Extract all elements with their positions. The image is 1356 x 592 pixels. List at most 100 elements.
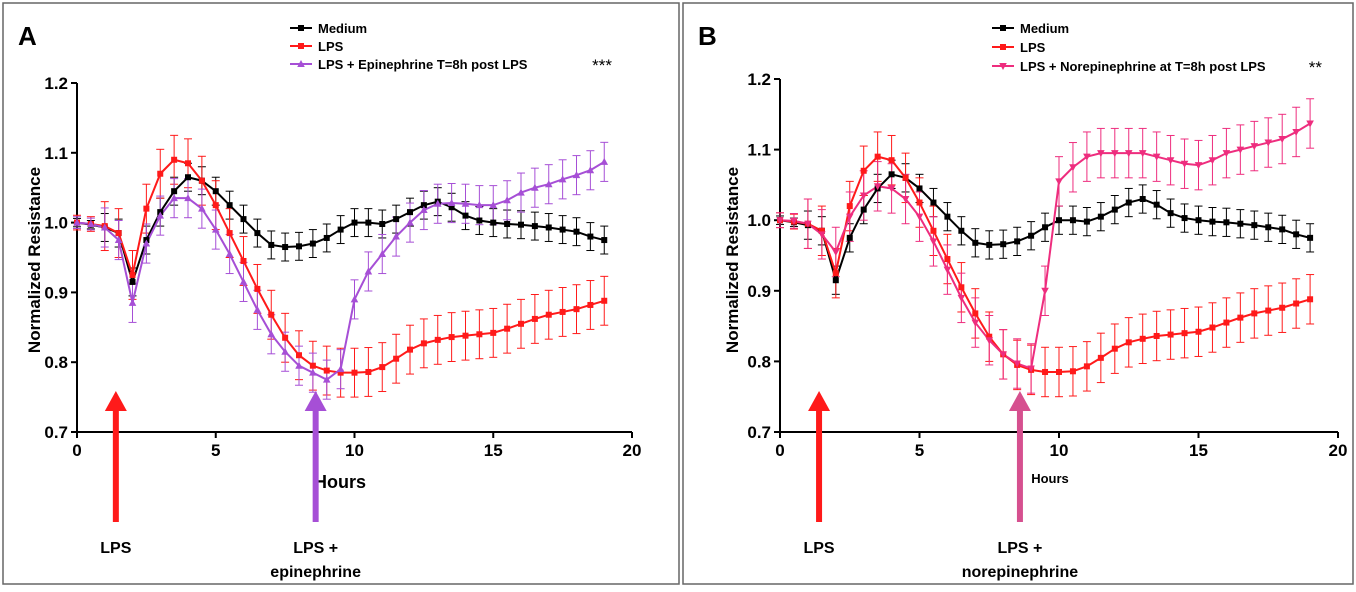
data-point — [930, 227, 937, 234]
y-tick-label: 1.1 — [747, 141, 771, 160]
y-tick-label: 1.0 — [44, 214, 68, 233]
data-point — [587, 301, 594, 308]
data-point — [365, 219, 372, 226]
series-lines — [779, 122, 1311, 373]
data-point — [184, 194, 192, 202]
data-point — [365, 368, 372, 375]
legend-label: LPS — [1020, 40, 1046, 55]
data-point — [462, 212, 469, 219]
data-point — [518, 221, 524, 228]
data-point — [212, 188, 219, 195]
annotation-arrow-shaft — [312, 407, 319, 522]
data-point — [1111, 150, 1119, 158]
data-point — [573, 228, 580, 235]
panel-letter: A — [18, 21, 37, 51]
data-point — [888, 157, 895, 164]
data-point — [475, 201, 484, 209]
data-point — [489, 201, 498, 209]
data-point — [1069, 368, 1076, 375]
data-point — [254, 230, 261, 237]
data-point — [901, 196, 910, 204]
data-point — [971, 319, 980, 327]
data-point — [406, 218, 414, 226]
annotation-arrow-head — [304, 391, 327, 411]
data-point — [586, 166, 595, 174]
data-point — [1293, 231, 1300, 238]
series-line — [76, 161, 605, 381]
data-point — [902, 174, 909, 181]
data-point — [1209, 218, 1216, 225]
data-point — [503, 196, 511, 204]
data-point — [490, 219, 497, 226]
legend-marker — [298, 25, 304, 31]
data-point — [282, 334, 289, 341]
data-point — [129, 278, 136, 285]
panel-b-border — [682, 2, 1354, 585]
data-point — [267, 330, 276, 338]
y-tick-label: 1.2 — [747, 70, 771, 89]
data-point — [1293, 300, 1300, 307]
data-point — [142, 239, 151, 247]
data-point — [253, 305, 262, 313]
legend-marker — [999, 63, 1007, 70]
data-point — [1222, 150, 1231, 158]
data-point — [504, 220, 511, 227]
data-point — [846, 234, 853, 241]
data-point — [1166, 157, 1175, 165]
data-point — [1153, 332, 1160, 339]
series-line — [779, 122, 1311, 370]
data-point — [958, 227, 965, 234]
data-point — [818, 227, 825, 234]
data-point — [476, 331, 483, 338]
data-point — [1125, 199, 1132, 206]
data-point — [1250, 143, 1259, 151]
data-point — [887, 185, 896, 193]
data-point — [1028, 232, 1035, 239]
data-point — [999, 351, 1007, 359]
data-point — [185, 174, 191, 181]
data-point — [573, 306, 580, 313]
data-point — [1208, 157, 1217, 165]
data-point — [1307, 234, 1314, 241]
data-point — [351, 369, 358, 376]
data-point — [601, 297, 608, 304]
data-point — [1027, 365, 1035, 373]
data-point — [239, 277, 248, 285]
data-point — [986, 241, 993, 248]
data-point — [392, 232, 400, 240]
panel-b: B Normalized Resistance Hours 0.7 0.8 0.9 1… — [682, 2, 1354, 585]
data-point — [87, 219, 95, 227]
data-point — [1279, 304, 1286, 311]
data-point — [128, 298, 137, 306]
data-point — [1251, 222, 1258, 229]
data-point — [1278, 136, 1286, 144]
data-point — [929, 238, 938, 246]
data-point — [254, 285, 261, 292]
data-point — [171, 188, 178, 195]
y-tick-label: 1.2 — [44, 74, 68, 93]
data-point — [957, 294, 966, 302]
data-point — [448, 204, 455, 211]
data-point — [916, 199, 923, 206]
panel-a-border — [2, 2, 680, 585]
panel-letter: B — [698, 21, 717, 51]
data-point — [1069, 164, 1077, 172]
legend-label: LPS — [318, 39, 344, 54]
data-point — [1083, 153, 1091, 161]
data-point — [337, 226, 344, 233]
data-point — [1042, 368, 1049, 375]
data-point — [350, 295, 359, 303]
data-point — [1139, 196, 1146, 203]
y-tick-label: 0.9 — [44, 283, 68, 302]
significance-marker: *** — [592, 56, 612, 75]
data-point — [378, 250, 387, 258]
data-point — [157, 170, 164, 177]
data-point — [1236, 146, 1245, 154]
x-tick-label: 20 — [623, 441, 642, 460]
data-point — [115, 230, 122, 237]
data-point — [1125, 339, 1132, 346]
data-point — [185, 160, 191, 167]
data-point — [888, 171, 895, 178]
data-point — [1167, 210, 1174, 217]
